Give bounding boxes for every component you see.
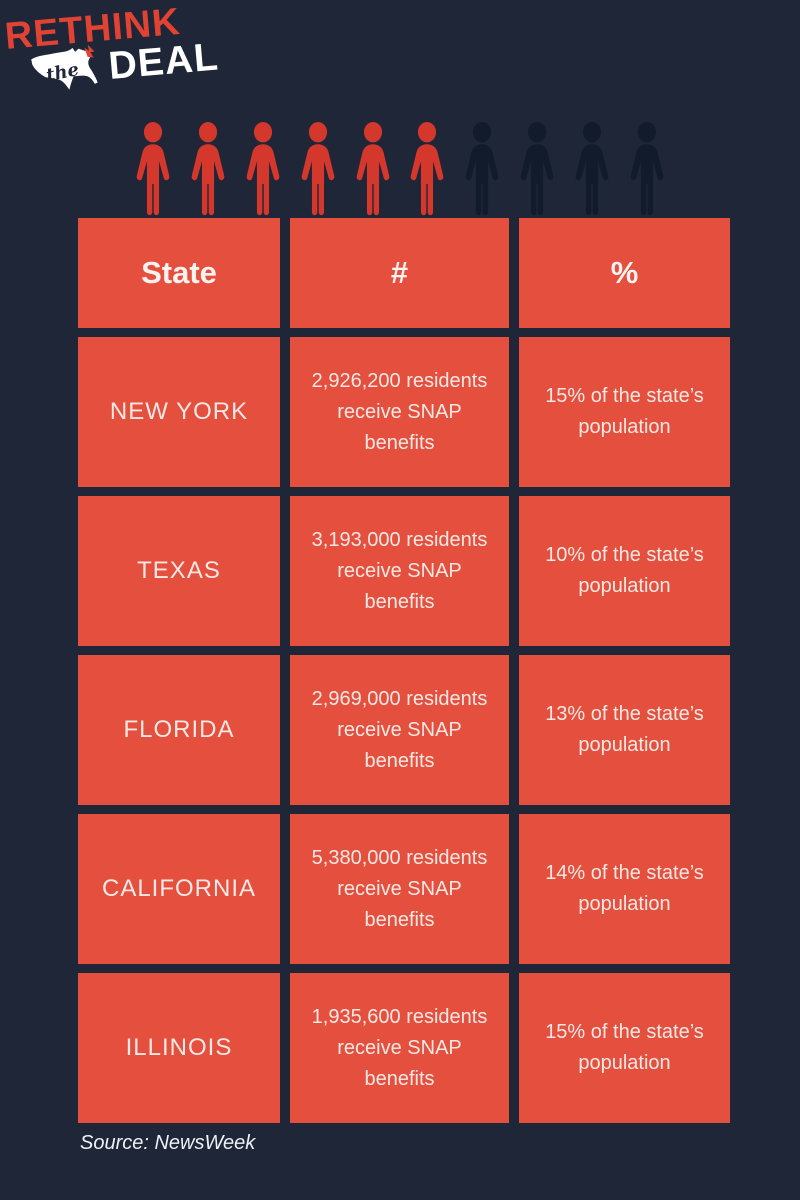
percent-line: 14% of the state’s [545, 862, 704, 884]
person-icon [182, 121, 234, 218]
percent-cell: 14% of the state’s population [519, 814, 730, 964]
source-attribution: Source: NewsWeek [80, 1132, 256, 1154]
snap-count-cell: 2,969,000 residents receive SNAP benefit… [290, 655, 509, 805]
column-header-percent: % [519, 218, 730, 328]
person-icon [401, 121, 453, 218]
percent-line: 13% of the state’s [545, 703, 704, 725]
percent-line: 15% of the state’s [545, 1021, 704, 1043]
count-line: receive SNAP [337, 400, 462, 423]
header-label: % [610, 255, 639, 290]
percent-cell: 15% of the state’s population [519, 973, 730, 1123]
count-line: benefits [364, 590, 435, 613]
state-name-cell: FLORIDA [78, 655, 280, 805]
percent-cell: 10% of the state’s population [519, 496, 730, 646]
state-name: CALIFORNIA [101, 875, 257, 902]
state-name: NEW YORK [109, 398, 249, 425]
state-name: FLORIDA [123, 716, 235, 743]
percent-line: population [578, 575, 671, 597]
count-line: 2,926,200 residents [311, 369, 488, 392]
count-line: benefits [364, 1067, 435, 1090]
header-label: # [390, 255, 409, 290]
count-line: benefits [364, 749, 435, 772]
column-header-number: # [290, 218, 509, 328]
count-line: receive SNAP [337, 559, 462, 582]
count-line: receive SNAP [337, 877, 462, 900]
person-icon [292, 121, 344, 218]
person-icon [237, 121, 289, 218]
state-name: ILLINOIS [125, 1034, 233, 1061]
column-header-state: State [78, 218, 280, 328]
usa-map-icon: the [31, 44, 98, 90]
person-icon [566, 121, 618, 218]
percent-line: population [578, 1052, 671, 1074]
count-line: receive SNAP [337, 1036, 462, 1059]
count-line: 5,380,000 residents [311, 846, 488, 869]
count-line: 3,193,000 residents [311, 528, 488, 551]
count-line: 1,935,600 residents [311, 1005, 488, 1028]
state-name: TEXAS [137, 557, 221, 584]
count-line: receive SNAP [337, 718, 462, 741]
person-icon [347, 121, 399, 218]
logo-deal-text: DEAL [106, 35, 221, 88]
person-icon [127, 121, 179, 218]
pictograph-row [127, 121, 673, 218]
snap-count-cell: 1,935,600 residents receive SNAP benefit… [290, 973, 509, 1123]
person-icon [511, 121, 563, 218]
snap-count-cell: 2,926,200 residents receive SNAP benefit… [290, 337, 509, 487]
percent-line: population [578, 734, 671, 756]
state-name-cell: ILLINOIS [78, 973, 280, 1123]
percent-cell: 13% of the state’s population [519, 655, 730, 805]
rethink-the-deal-logo: RETHINK the DEAL [0, 0, 260, 130]
count-line: benefits [364, 431, 435, 454]
percent-cell: 15% of the state’s population [519, 337, 730, 487]
percent-line: 15% of the state’s [545, 385, 704, 407]
state-name-cell: TEXAS [78, 496, 280, 646]
count-line: benefits [364, 908, 435, 931]
percent-line: population [578, 893, 671, 915]
count-line: 2,969,000 residents [311, 687, 488, 710]
person-icon [621, 121, 673, 218]
snap-count-cell: 3,193,000 residents receive SNAP benefit… [290, 496, 509, 646]
header-label: State [141, 255, 217, 290]
snap-count-cell: 5,380,000 residents receive SNAP benefit… [290, 814, 509, 964]
state-name-cell: CALIFORNIA [78, 814, 280, 964]
state-name-cell: NEW YORK [78, 337, 280, 487]
flag-mark-icon [84, 44, 95, 58]
percent-line: 10% of the state’s [545, 544, 704, 566]
person-icon [456, 121, 508, 218]
logo-second-line: the DEAL [28, 34, 221, 98]
snap-table: State # % NEW YORK 2,926,200 residents r… [78, 218, 730, 1123]
percent-line: population [578, 416, 671, 438]
